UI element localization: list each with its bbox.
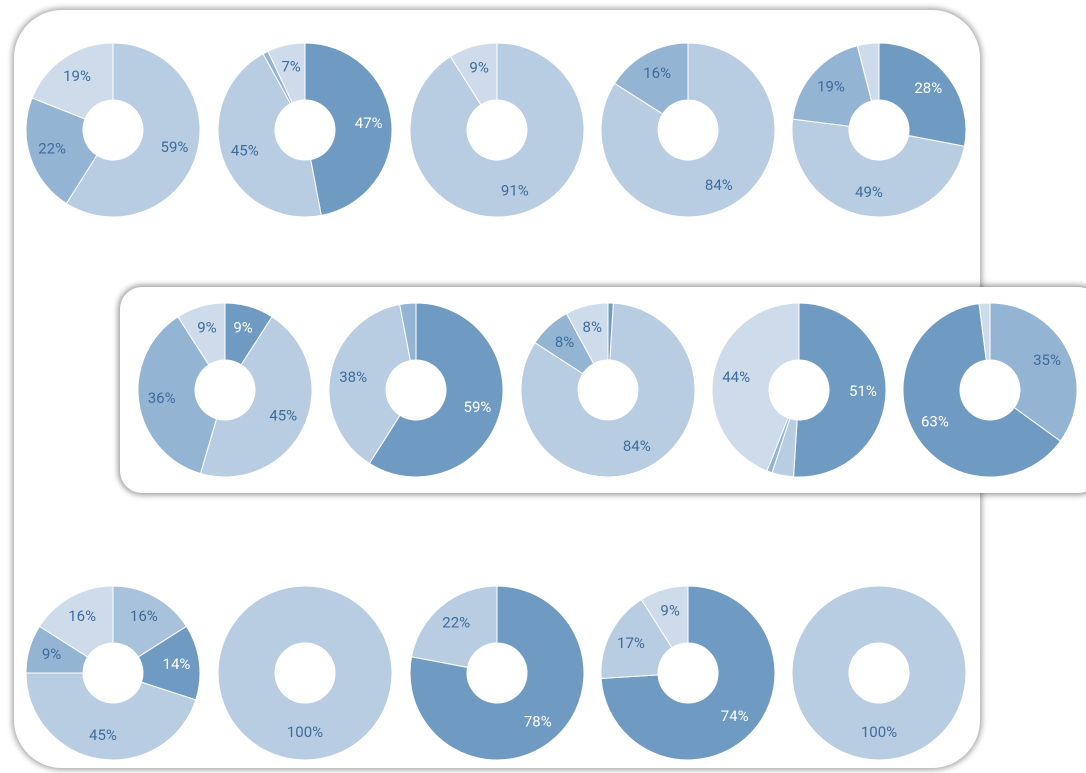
donut-segment xyxy=(177,302,226,366)
donut: 35% 63% xyxy=(902,302,1078,478)
donut-segment xyxy=(31,42,114,120)
donut-segment xyxy=(902,303,1062,478)
value-label: 100% xyxy=(861,723,897,741)
donut-segment xyxy=(792,45,873,127)
value-label: 100% xyxy=(287,723,323,741)
value-label: 84% xyxy=(705,176,733,194)
donut-segment xyxy=(25,672,197,761)
value-label: 44% xyxy=(722,368,750,386)
donut: 28% 49% 19% xyxy=(791,42,967,218)
value-label: 14% xyxy=(163,655,191,673)
donut-segment xyxy=(137,316,218,475)
value-label: 45% xyxy=(89,726,117,744)
donut: 74% 17% 9% xyxy=(600,585,776,761)
donut-segment xyxy=(711,302,800,472)
donut: 84% 8% 8% xyxy=(520,302,696,478)
donut-segment xyxy=(112,585,188,658)
donut: 59% 38% xyxy=(328,302,504,478)
value-label: 22% xyxy=(38,140,66,158)
value-label: 16% xyxy=(643,64,671,82)
donut-segment xyxy=(978,302,991,361)
value-label: 63% xyxy=(921,413,949,431)
value-label: 7% xyxy=(281,58,300,76)
donut-segment xyxy=(856,42,880,102)
value-label: 51% xyxy=(849,382,877,400)
donut: 78% 22% xyxy=(409,585,585,761)
donut: 84% 16% xyxy=(600,42,776,218)
donut-segment xyxy=(199,316,313,478)
donut: 16% 14% 45% 9% 16% xyxy=(25,585,201,761)
value-label: 84% xyxy=(623,437,651,455)
value-label: 36% xyxy=(148,389,176,407)
donut-segment xyxy=(791,585,967,761)
donut-segment xyxy=(217,585,393,761)
value-label: 19% xyxy=(817,78,845,96)
donut: 51% 44% xyxy=(711,302,887,478)
donut-segment xyxy=(878,42,967,147)
value-label: 9% xyxy=(660,602,679,620)
donut-segment xyxy=(304,42,393,217)
value-label: 9% xyxy=(197,319,216,337)
donut-segment xyxy=(600,42,776,218)
donut-segment xyxy=(449,42,498,106)
value-label: 9% xyxy=(233,319,252,337)
donut-segment xyxy=(217,53,322,218)
donut: 100% xyxy=(217,585,393,761)
value-label: 22% xyxy=(442,614,470,632)
donut-segment xyxy=(793,302,887,478)
donut-segment xyxy=(409,585,585,761)
value-label: 35% xyxy=(1033,351,1061,369)
donut: 59% 22% 19% xyxy=(25,42,201,218)
donut-segment xyxy=(640,585,689,649)
value-label: 45% xyxy=(269,407,297,425)
donut-segment xyxy=(399,302,417,362)
donut-segment xyxy=(410,585,498,668)
donut-segment xyxy=(989,302,1078,442)
value-label: 8% xyxy=(583,318,602,336)
value-label: 45% xyxy=(231,142,259,160)
donut-segment xyxy=(791,118,966,218)
donut-segment xyxy=(409,42,585,218)
donut-segment xyxy=(65,42,201,218)
value-label: 19% xyxy=(63,67,91,85)
value-label: 47% xyxy=(355,114,383,132)
donut: 91% 9% xyxy=(409,42,585,218)
donut-segment xyxy=(368,302,504,478)
value-label: 91% xyxy=(501,181,529,199)
value-label: 17% xyxy=(617,634,645,652)
donut: 9% 45% 36% 9% xyxy=(137,302,313,478)
donut-segment xyxy=(613,42,689,115)
donut-segment xyxy=(25,97,98,205)
donut-segment xyxy=(565,302,609,365)
donut-segment xyxy=(600,585,776,761)
value-label: 16% xyxy=(68,607,96,625)
donut-segment xyxy=(267,42,306,104)
value-label: 16% xyxy=(130,607,158,625)
donut: 47% 45% 7% xyxy=(217,42,393,218)
value-label: 59% xyxy=(464,398,492,416)
value-label: 9% xyxy=(469,59,488,77)
donut-segment xyxy=(328,303,411,465)
value-label: 28% xyxy=(914,79,942,97)
value-label: 9% xyxy=(42,645,61,663)
value-label: 8% xyxy=(555,333,574,351)
value-label: 38% xyxy=(339,368,367,386)
value-label: 49% xyxy=(855,183,883,201)
value-label: 78% xyxy=(524,712,552,730)
value-label: 74% xyxy=(721,707,749,725)
donut-segment xyxy=(38,585,114,658)
donut-segment xyxy=(520,302,696,478)
donut: 100% xyxy=(791,585,967,761)
value-label: 59% xyxy=(161,138,189,156)
